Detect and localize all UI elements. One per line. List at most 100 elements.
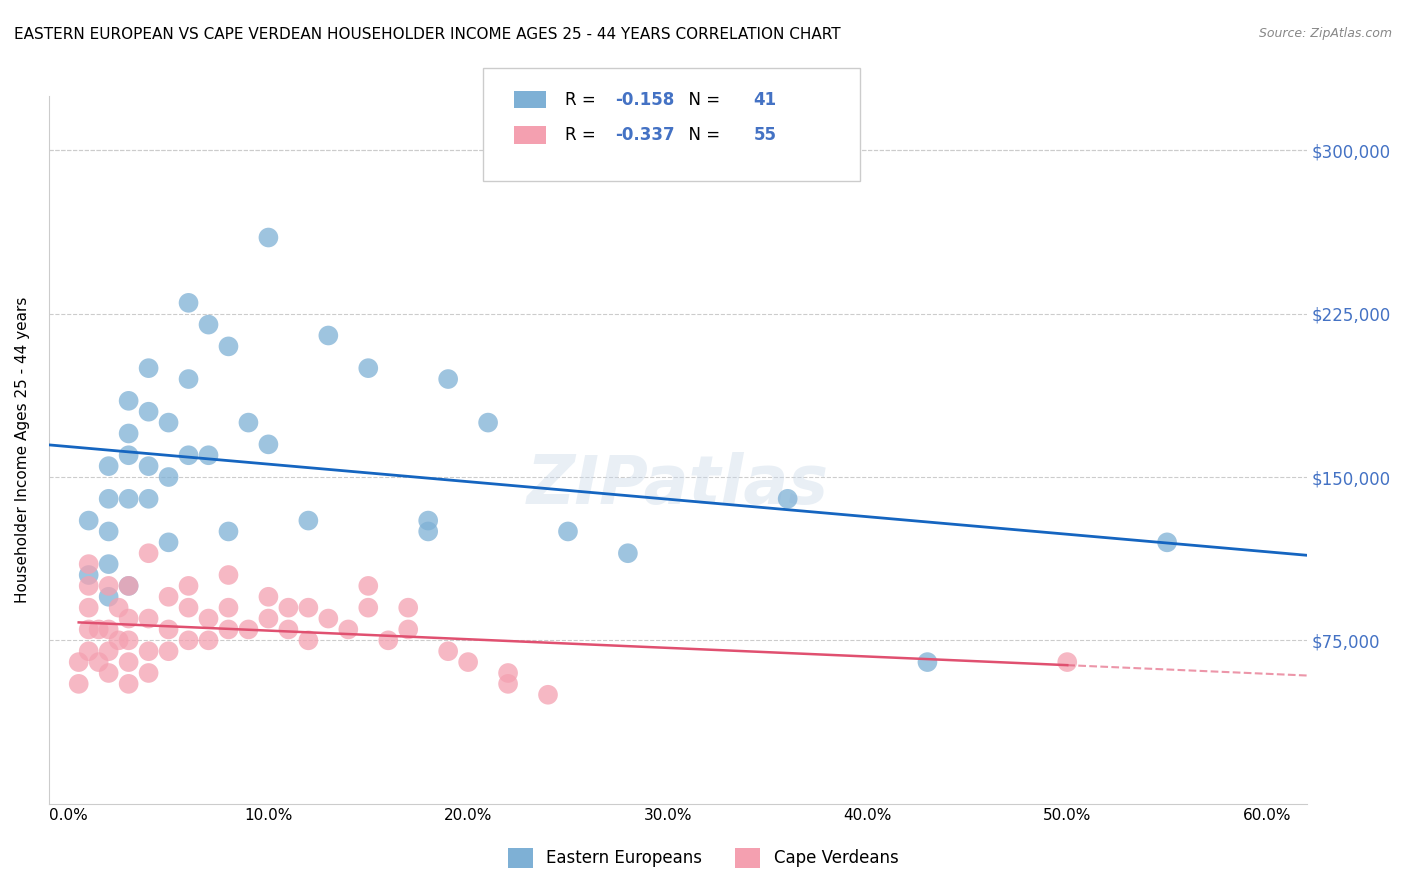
Point (138, 491, 160, 506)
Point (457, 655, 479, 669)
Point (177, 372, 200, 386)
Point (138, 405, 160, 419)
Text: ZIPatlas: ZIPatlas (527, 452, 828, 518)
Point (477, 416, 499, 430)
Point (157, 590, 180, 604)
Point (138, 459, 160, 474)
Point (77, 644, 100, 658)
Point (117, 579, 139, 593)
Point (77, 557, 100, 571)
Text: EASTERN EUROPEAN VS CAPE VERDEAN HOUSEHOLDER INCOME AGES 25 - 44 YEARS CORRELATI: EASTERN EUROPEAN VS CAPE VERDEAN HOUSEHO… (14, 27, 841, 42)
Point (617, 546, 640, 560)
Point (117, 633, 139, 648)
Point (117, 579, 139, 593)
Point (197, 633, 219, 648)
Point (157, 416, 180, 430)
Point (97, 459, 120, 474)
Point (177, 633, 200, 648)
Text: R =: R = (565, 126, 600, 144)
Point (117, 491, 139, 506)
Point (97, 524, 120, 539)
Point (157, 535, 180, 549)
Text: N =: N = (678, 126, 725, 144)
Point (177, 448, 200, 462)
Point (396, 623, 419, 637)
Point (917, 655, 939, 669)
Point (87, 623, 110, 637)
Point (357, 361, 380, 376)
Point (97, 623, 120, 637)
Text: 55: 55 (754, 126, 776, 144)
Y-axis label: Householder Income Ages 25 - 44 years: Householder Income Ages 25 - 44 years (15, 297, 30, 603)
Point (77, 623, 100, 637)
Point (437, 372, 460, 386)
Point (297, 514, 319, 528)
Point (97, 644, 120, 658)
Point (117, 677, 139, 691)
Point (396, 600, 419, 615)
Point (418, 514, 440, 528)
Point (77, 579, 100, 593)
Point (257, 590, 280, 604)
Point (117, 448, 139, 462)
Point (138, 611, 160, 625)
Point (297, 633, 319, 648)
Point (117, 426, 139, 441)
FancyBboxPatch shape (515, 91, 546, 108)
Point (257, 230, 280, 244)
Point (437, 644, 460, 658)
Point (197, 611, 219, 625)
Point (218, 600, 240, 615)
Point (357, 579, 380, 593)
Point (277, 623, 299, 637)
Point (77, 600, 100, 615)
Point (277, 600, 299, 615)
Point (77, 514, 100, 528)
Point (138, 546, 160, 560)
Point (218, 339, 240, 353)
Point (67, 655, 90, 669)
Point (537, 688, 560, 702)
Point (97, 590, 120, 604)
Point (218, 568, 240, 582)
Point (67, 677, 90, 691)
Point (238, 416, 260, 430)
Text: -0.158: -0.158 (614, 90, 673, 109)
Point (157, 623, 180, 637)
Point (197, 318, 219, 332)
Point (87, 655, 110, 669)
Point (97, 579, 120, 593)
Text: 41: 41 (754, 90, 776, 109)
Text: R =: R = (565, 90, 600, 109)
Point (238, 623, 260, 637)
Point (138, 665, 160, 680)
Point (418, 524, 440, 539)
Point (177, 579, 200, 593)
Point (496, 677, 519, 691)
Point (218, 623, 240, 637)
Point (357, 600, 380, 615)
Point (157, 470, 180, 484)
Point (177, 296, 200, 310)
Point (318, 328, 340, 343)
Text: Source: ZipAtlas.com: Source: ZipAtlas.com (1258, 27, 1392, 40)
Point (496, 665, 519, 680)
Point (157, 644, 180, 658)
Point (77, 568, 100, 582)
Point (138, 361, 160, 376)
FancyBboxPatch shape (515, 126, 546, 144)
Point (218, 524, 240, 539)
Point (177, 600, 200, 615)
Text: N =: N = (678, 90, 725, 109)
Point (197, 448, 219, 462)
Point (297, 600, 319, 615)
Point (337, 623, 360, 637)
Point (97, 491, 120, 506)
Point (1056, 655, 1078, 669)
Text: -0.337: -0.337 (614, 126, 675, 144)
Point (138, 644, 160, 658)
Point (97, 557, 120, 571)
Point (107, 633, 129, 648)
Point (117, 611, 139, 625)
Point (117, 393, 139, 408)
